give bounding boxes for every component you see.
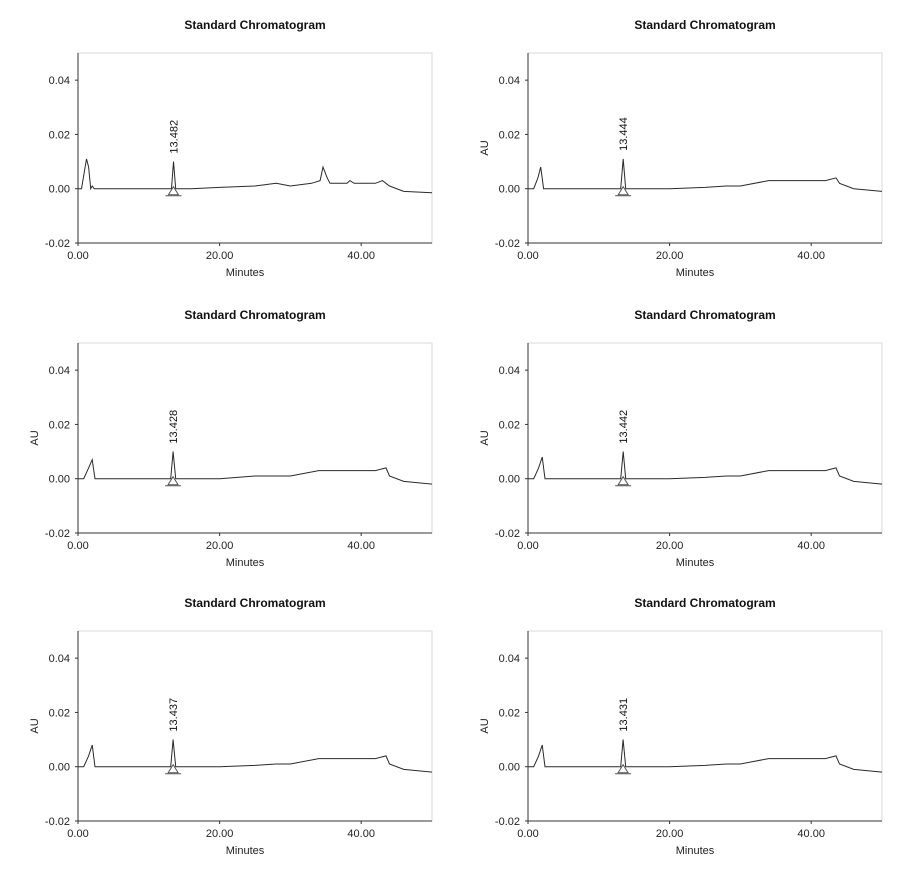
y-tick-label: 0.02 [49,419,70,431]
y-tick-label: 0.00 [499,474,520,486]
chromatogram-panel-5: Standard Chromatogram 0.04 0.02 0.00 -0.02 0.… [0,583,450,873]
x-axis-label: Minutes [226,845,265,857]
y-tick-label: 0.04 [49,653,70,665]
chromatogram-chart-6: Standard Chromatogram0.040.020.00-0.020.… [479,596,883,857]
y-axis-label: AU [479,430,491,445]
chart-title: Standard Chromatogram [634,18,775,32]
y-axis-label: AU [479,140,491,155]
x-tick-label: 40.00 [347,250,375,262]
x-tick-label: 0.00 [517,250,538,262]
chart-title: Standard Chromatogram [634,596,775,610]
y-tick-label: 0.00 [49,184,70,196]
chromatogram-trace [528,158,883,192]
x-tick-label: 0.00 [517,540,538,552]
peak-retention-label: 13.431 [618,698,630,732]
y-tick-label: -0.02 [45,816,70,828]
y-tick-label: -0.02 [495,816,520,828]
x-tick-label: 40.00 [797,540,825,552]
peak-integration-marker [617,763,629,774]
plot-frame [77,342,433,534]
chart-title: Standard Chromatogram [184,308,325,322]
x-tick-label: 0.00 [67,540,88,552]
x-tick-label: 20.00 [206,540,234,552]
plot-frame [527,342,883,534]
chart-title: Standard Chromatogram [184,596,325,610]
y-tick-label: 0.02 [49,129,70,141]
y-tick-label: 0.02 [499,129,520,141]
chromatogram-chart-1: Standard Chromatogram0.040.020.00-0.020.… [45,18,433,279]
peak-retention-label: 13.444 [618,117,630,151]
chromatogram-chart-2: Standard Chromatogram0.040.020.00-0.020.… [479,18,883,279]
chromatogram-chart-3: Standard Chromatogram0.040.020.00-0.020.… [29,308,433,569]
chromatogram-trace [78,158,433,194]
y-tick-label: 0.02 [49,707,70,719]
y-axis-label: AU [29,430,41,445]
y-tick-label: 0.04 [499,365,520,377]
chart-title: Standard Chromatogram [634,308,775,322]
y-tick-label: -0.02 [45,528,70,540]
x-tick-label: 40.00 [797,828,825,840]
x-tick-label: 20.00 [206,828,234,840]
chromatogram-trace [78,451,433,485]
x-tick-label: 20.00 [656,540,684,552]
x-tick-label: 20.00 [656,828,684,840]
x-tick-label: 0.00 [67,828,88,840]
x-axis-label: Minutes [676,845,715,857]
x-axis-label: Minutes [226,557,265,569]
y-axis-label: AU [479,718,491,733]
peak-integration-marker [167,763,180,774]
chromatogram-trace [78,739,433,773]
y-tick-label: 0.00 [499,184,520,196]
x-tick-label: 0.00 [517,828,538,840]
x-tick-label: 0.00 [67,250,88,262]
chromatogram-panel-3: Standard Chromatogram 0.04 0.02 0.00 -0.02 0.… [0,295,450,585]
peak-integration-marker [617,185,630,196]
x-tick-label: 40.00 [347,540,375,552]
plot-frame [527,52,883,244]
y-tick-label: 0.04 [49,365,70,377]
chromatogram-panel-4: Standard Chromatogram 0.04 0.02 0.00 -0.02 0.… [450,295,900,585]
plot-frame [527,630,883,822]
chromatogram-trace [528,739,883,773]
chromatogram-chart-5: Standard Chromatogram0.040.020.00-0.020.… [29,596,433,857]
y-tick-label: 0.04 [499,75,520,87]
peak-retention-label: 13.437 [168,698,180,732]
chromatogram-chart-4: Standard Chromatogram0.040.020.00-0.020.… [479,308,883,569]
x-tick-label: 20.00 [656,250,684,262]
y-tick-label: 0.00 [49,762,70,774]
y-tick-label: 0.04 [499,653,520,665]
chromatogram-panel-1: Standard Chromatogram 0.04 0.02 0.00 -0.02 0.… [0,5,450,295]
y-tick-label: 0.02 [499,419,520,431]
peak-retention-label: 13.428 [168,410,180,444]
y-tick-label: 0.00 [49,474,70,486]
y-axis-label: AU [29,718,41,733]
chart-title: Standard Chromatogram [184,18,325,32]
peak-retention-label: 13.482 [168,120,180,154]
peak-integration-marker [617,475,630,486]
y-tick-label: 0.04 [49,75,70,87]
chromatogram-panel-6: Standard Chromatogram 0.04 0.02 0.00 -0.02 0.… [450,583,900,873]
y-tick-label: -0.02 [495,238,520,250]
chromatogram-trace [528,451,883,485]
y-tick-label: 0.00 [499,762,520,774]
y-tick-label: 0.02 [499,707,520,719]
plot-frame [77,52,433,244]
x-tick-label: 40.00 [797,250,825,262]
y-tick-label: -0.02 [45,238,70,250]
x-tick-label: 40.00 [347,828,375,840]
peak-integration-marker [167,475,179,486]
chromatogram-panel-2: Standard Chromatogram 0.04 0.02 0.00 -0.02 0.… [450,5,900,295]
x-axis-label: Minutes [676,267,715,279]
peak-retention-label: 13.442 [618,410,630,444]
y-tick-label: -0.02 [495,528,520,540]
plot-frame [77,630,433,822]
x-tick-label: 20.00 [206,250,234,262]
x-axis-label: Minutes [676,557,715,569]
x-axis-label: Minutes [226,267,265,279]
peak-integration-marker [167,185,180,196]
